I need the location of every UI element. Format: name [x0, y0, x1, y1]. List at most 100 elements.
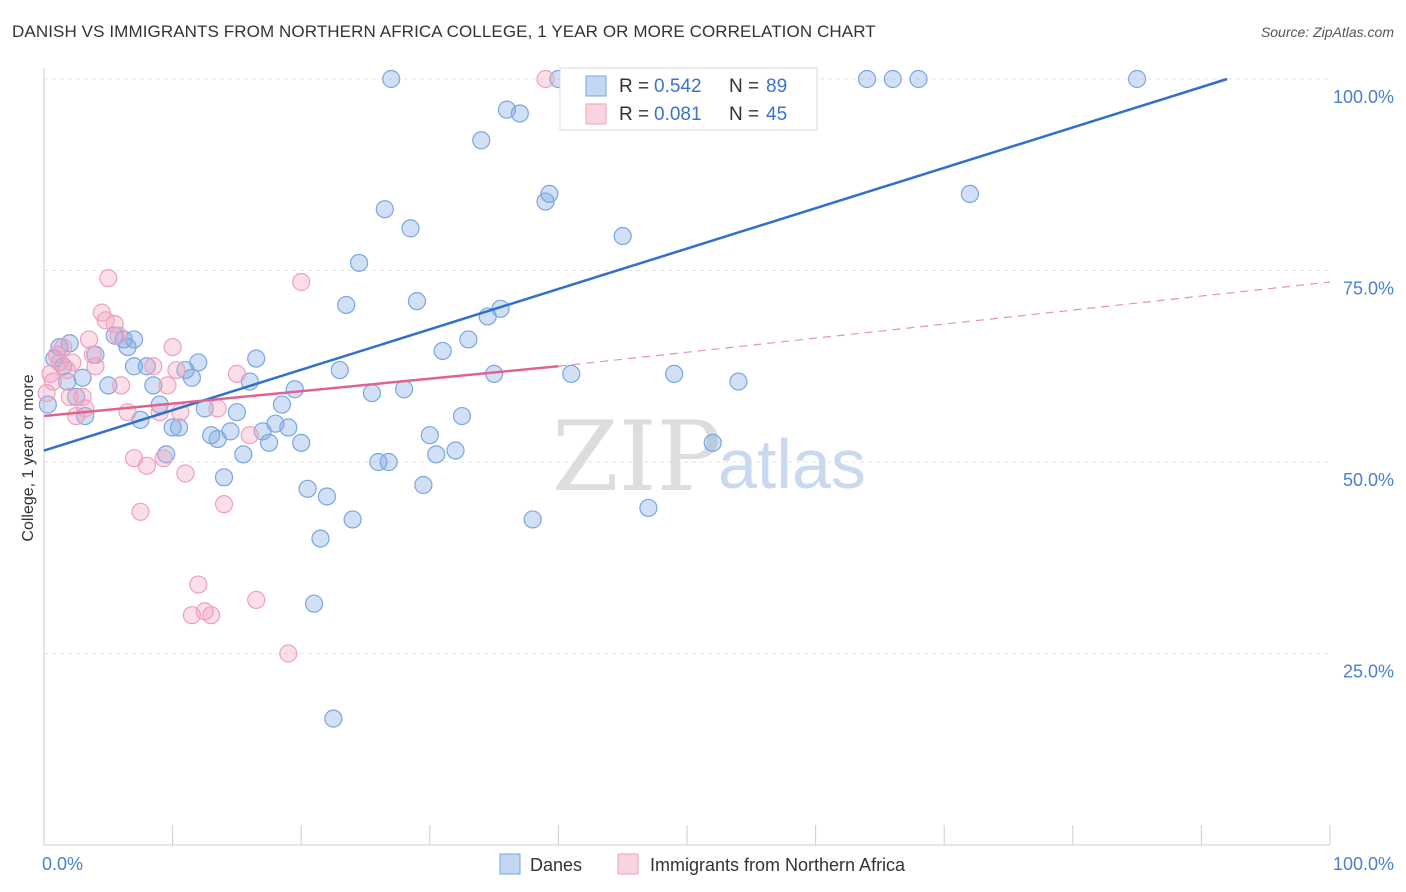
danes-point	[407, 292, 427, 311]
immigrants-point	[158, 376, 177, 395]
bottom-legend-swatch	[499, 853, 521, 875]
immigrants-point	[63, 353, 82, 372]
danes-point	[665, 364, 684, 384]
danes-point	[883, 69, 902, 89]
danes-point	[909, 69, 928, 89]
immigrants-point	[163, 338, 182, 357]
danes-point	[73, 368, 92, 387]
danes-point	[337, 295, 356, 315]
legend-n-value: 45	[766, 104, 787, 125]
immigrants-point	[202, 606, 221, 625]
y-tick-label: 25.0%	[1343, 662, 1394, 682]
immigrants-point	[99, 269, 118, 288]
danes-point	[227, 403, 246, 422]
immigrants-point	[76, 399, 95, 418]
legend: R = 0.542 N = 89 R = 0.081 N = 45	[559, 67, 818, 131]
immigrants-trend-extension	[558, 281, 1331, 367]
immigrants-point	[176, 464, 195, 483]
immigrants-point	[167, 360, 186, 380]
danes-point	[247, 349, 266, 368]
danes-point	[311, 529, 330, 548]
legend-swatch	[585, 75, 607, 97]
danes-point	[317, 487, 337, 506]
danes-point	[960, 184, 980, 203]
danes-point	[523, 510, 542, 529]
danes-point	[427, 445, 446, 464]
danes-point	[394, 380, 414, 399]
danes-point	[452, 406, 472, 426]
danes-point	[137, 357, 156, 376]
danes-point	[639, 498, 658, 518]
immigrants-point	[240, 426, 259, 445]
bottom-legend-label: Immigrants from Northern Africa	[650, 855, 906, 875]
danes-point	[259, 433, 279, 452]
axes	[43, 68, 1331, 846]
danes-point	[459, 330, 478, 349]
immigrants-point	[73, 387, 92, 406]
legend-r-value: 0.542	[654, 76, 702, 97]
danes-point	[562, 364, 581, 384]
immigrants-point	[86, 357, 105, 376]
source-label: Source: ZipAtlas.com	[1260, 24, 1394, 40]
x-tick-label: 100.0%	[1333, 854, 1394, 874]
watermark-atlas: atlas	[718, 425, 866, 503]
immigrants-point	[112, 376, 131, 395]
danes-point	[420, 426, 439, 445]
danes-point	[182, 368, 201, 387]
immigrants-point	[43, 372, 63, 391]
immigrants-point	[144, 357, 163, 376]
immigrants-point	[292, 272, 311, 292]
chart-title: DANISH VS IMMIGRANTS FROM NORTHERN AFRIC…	[12, 22, 876, 41]
danes-point	[382, 69, 401, 89]
danes-point	[304, 594, 324, 613]
immigrants-point	[137, 456, 156, 475]
legend-swatch	[585, 103, 607, 125]
danes-point	[613, 226, 632, 246]
immigrants-point	[208, 399, 227, 418]
watermark-zip: ZIP	[552, 401, 721, 513]
immigrants-point	[37, 383, 56, 403]
x-tick-label: 0.0%	[42, 854, 83, 874]
immigrants-point	[536, 69, 555, 89]
danes-point	[414, 475, 433, 495]
immigrants-point	[189, 575, 208, 594]
legend-r-label: R =	[619, 104, 649, 125]
danes-point	[729, 372, 748, 391]
immigrants-point	[105, 315, 124, 334]
danes-point	[401, 219, 420, 238]
danes-point	[298, 479, 317, 498]
danes-point	[369, 452, 388, 472]
danes-point	[214, 468, 234, 487]
immigrants-trend-line	[43, 365, 559, 418]
danes-point	[292, 433, 311, 452]
danes-point	[540, 184, 559, 203]
legend-n-label: N =	[729, 76, 759, 97]
danes-point	[379, 452, 398, 472]
danes-point	[221, 422, 240, 441]
y-tick-label: 75.0%	[1343, 279, 1394, 299]
danes-point	[324, 709, 343, 728]
bottom-legend-swatch	[617, 853, 639, 875]
danes-point	[510, 104, 529, 123]
danes-point	[362, 383, 382, 403]
legend-n-value: 89	[766, 76, 787, 97]
danes-point	[279, 418, 298, 437]
immigrants-point	[83, 345, 102, 364]
legend-r-value: 0.081	[654, 104, 702, 125]
danes-point	[124, 357, 144, 376]
data-points	[37, 69, 1147, 728]
danes-point	[99, 376, 118, 395]
y-axis-label: College, 1 year or more	[20, 374, 37, 541]
tick-labels: 100.0% 75.0% 50.0% 25.0% 0.0% 100.0%	[42, 87, 1394, 874]
danes-point	[169, 418, 189, 437]
danes-point	[343, 510, 362, 529]
danes-point	[163, 418, 182, 437]
danes-point	[189, 353, 208, 372]
immigrants-point	[247, 590, 266, 609]
danes-point	[433, 341, 452, 361]
danes-point	[144, 376, 163, 395]
immigrants-point	[79, 330, 99, 349]
danes-point	[285, 380, 304, 399]
